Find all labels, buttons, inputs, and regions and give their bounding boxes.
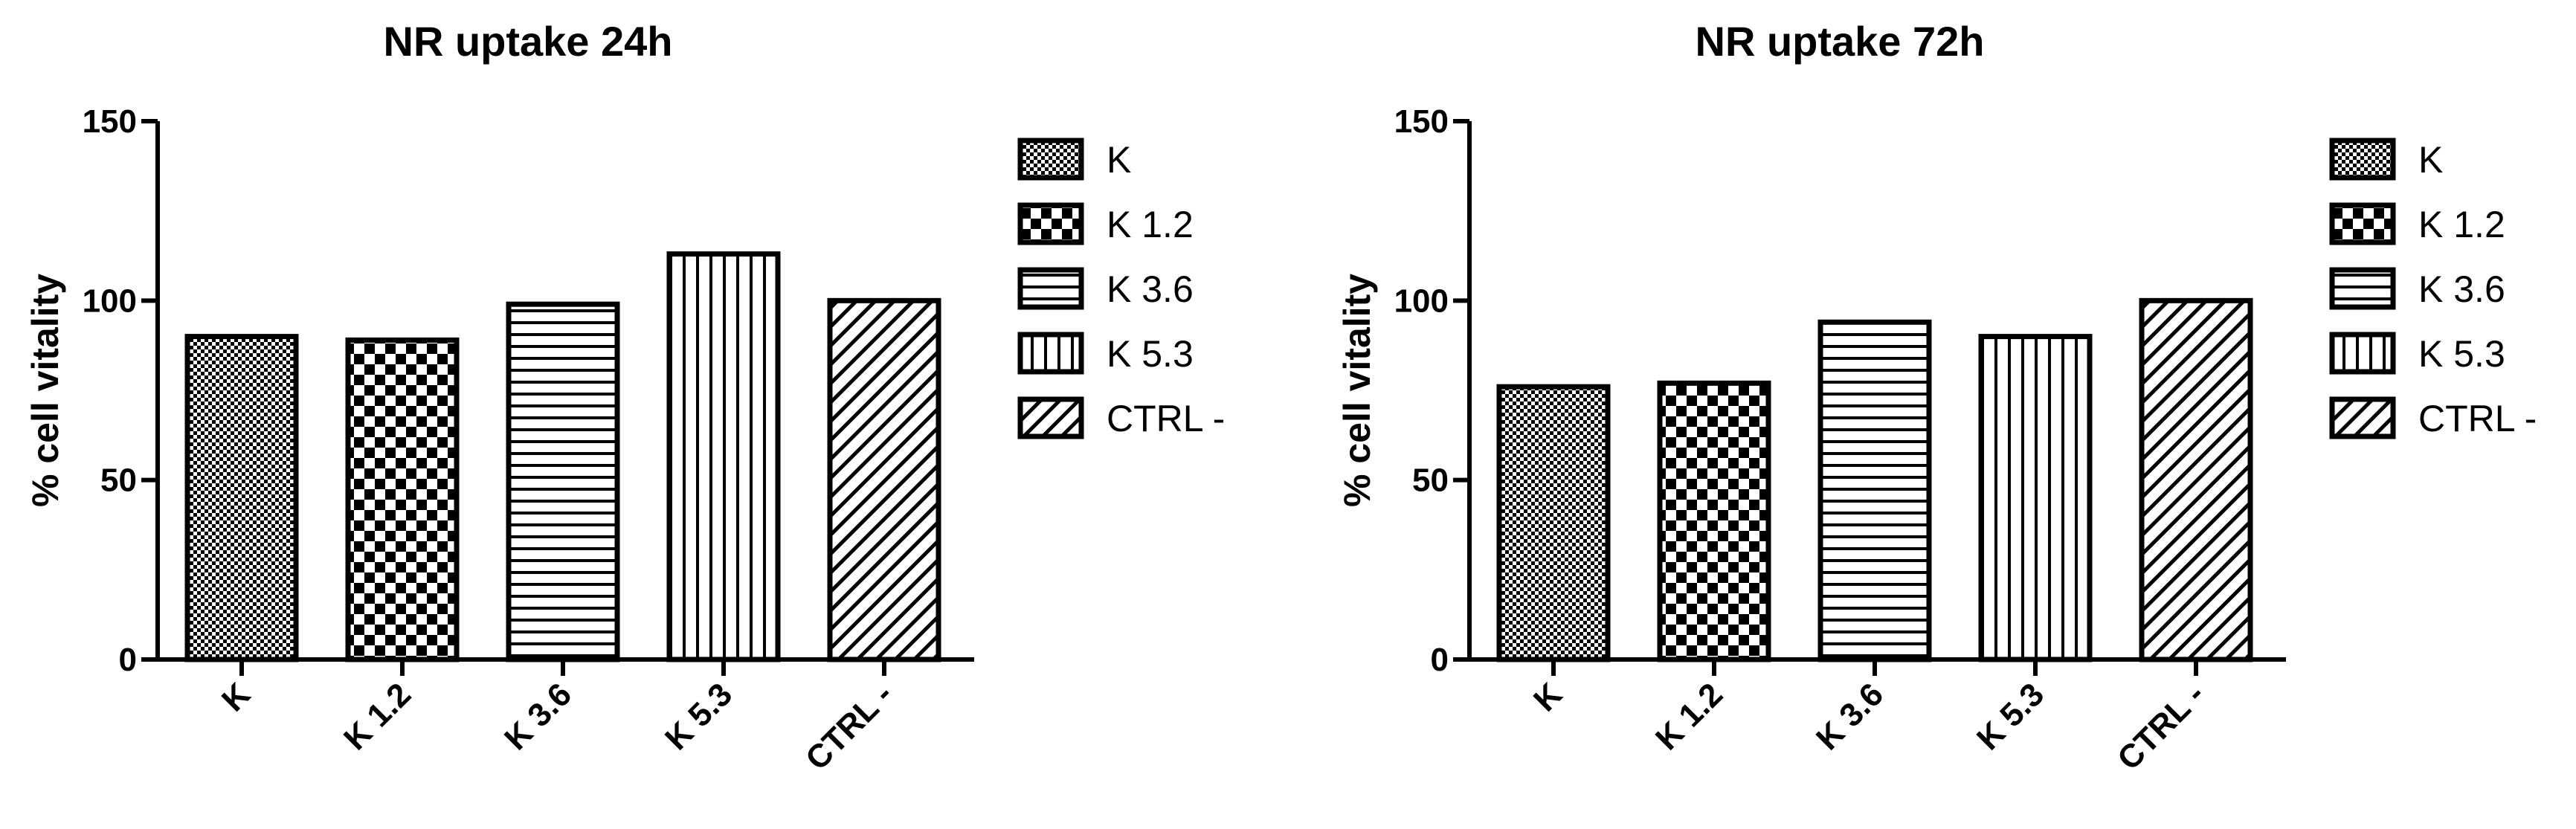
legend-swatch bbox=[2329, 267, 2396, 310]
legend-swatch bbox=[2329, 332, 2396, 375]
x-tick-label: K 1.2 bbox=[337, 676, 418, 757]
chart-panel-2: NR uptake 72h % cell vitality 0 50 100 150 K K … bbox=[1336, 18, 2537, 777]
legend-label: K 1.2 bbox=[1107, 204, 1194, 245]
legend-label: K 5.3 bbox=[1107, 333, 1194, 375]
legend-label: K 5.3 bbox=[2418, 333, 2505, 375]
bar-k-5-3 bbox=[666, 251, 781, 662]
legend-swatch bbox=[1017, 396, 1084, 439]
bar-k-5-3 bbox=[1978, 334, 2093, 662]
bar-ctrl bbox=[827, 297, 941, 662]
y-tick-label: 100 bbox=[83, 283, 137, 319]
y-axis-label: % cell vitality bbox=[25, 274, 66, 507]
legend: K K 1.2 K 3.6 K 5.3 CTRL - bbox=[2329, 138, 2537, 439]
y-tick-label: 50 bbox=[1412, 462, 1449, 499]
bar-k-3-6 bbox=[506, 301, 620, 662]
legend-swatch bbox=[1017, 138, 1084, 181]
legend-label: CTRL - bbox=[1107, 398, 1225, 439]
bar-k bbox=[184, 334, 299, 662]
bar-k-1-2 bbox=[1657, 380, 1771, 662]
bar-ctrl bbox=[2139, 297, 2253, 662]
chart-panel-1: NR uptake 24h % cell vitality 0 50 100 150 K K … bbox=[25, 18, 1225, 777]
y-tick-label: 150 bbox=[1394, 103, 1449, 140]
legend-swatch bbox=[2329, 202, 2396, 245]
legend: K K 1.2 K 3.6 K 5.3 CTRL - bbox=[1017, 138, 1225, 439]
x-tick-label: K 5.3 bbox=[1970, 676, 2051, 757]
y-tick-label: 150 bbox=[83, 103, 137, 140]
y-tick-label: 100 bbox=[1394, 283, 1449, 319]
legend-swatch bbox=[2329, 138, 2396, 181]
legend-swatch bbox=[1017, 202, 1084, 245]
legend-swatch bbox=[1017, 267, 1084, 310]
y-tick-label: 0 bbox=[119, 642, 137, 678]
y-tick-label: 50 bbox=[100, 462, 137, 499]
legend-swatch bbox=[2329, 396, 2396, 439]
x-tick-label: K 3.6 bbox=[498, 676, 579, 757]
x-tick-label: K 3.6 bbox=[1809, 676, 1890, 757]
x-tick-label: K 1.2 bbox=[1649, 676, 1730, 757]
legend-swatch bbox=[1017, 332, 1084, 375]
x-tick-label: CTRL - bbox=[2110, 676, 2212, 777]
legend-label: CTRL - bbox=[2418, 398, 2537, 439]
x-tick-label: K bbox=[1527, 676, 1569, 718]
bar-k-3-6 bbox=[1817, 319, 1932, 662]
y-tick-label: 0 bbox=[1431, 642, 1449, 678]
legend-label: K 3.6 bbox=[2418, 268, 2505, 310]
x-tick-label: CTRL - bbox=[799, 676, 900, 777]
chart-title: NR uptake 72h bbox=[1696, 18, 1985, 65]
bar-k-1-2 bbox=[345, 337, 460, 662]
y-axis-label: % cell vitality bbox=[1336, 274, 1378, 507]
bar-k bbox=[1496, 384, 1611, 662]
legend-label: K bbox=[2418, 139, 2443, 181]
x-tick-label: K 5.3 bbox=[658, 676, 739, 757]
legend-label: K 3.6 bbox=[1107, 268, 1194, 310]
legend-label: K 1.2 bbox=[2418, 204, 2505, 245]
x-tick-label: K bbox=[215, 676, 257, 718]
legend-label: K bbox=[1107, 139, 1131, 181]
chart-title: NR uptake 24h bbox=[384, 18, 673, 65]
